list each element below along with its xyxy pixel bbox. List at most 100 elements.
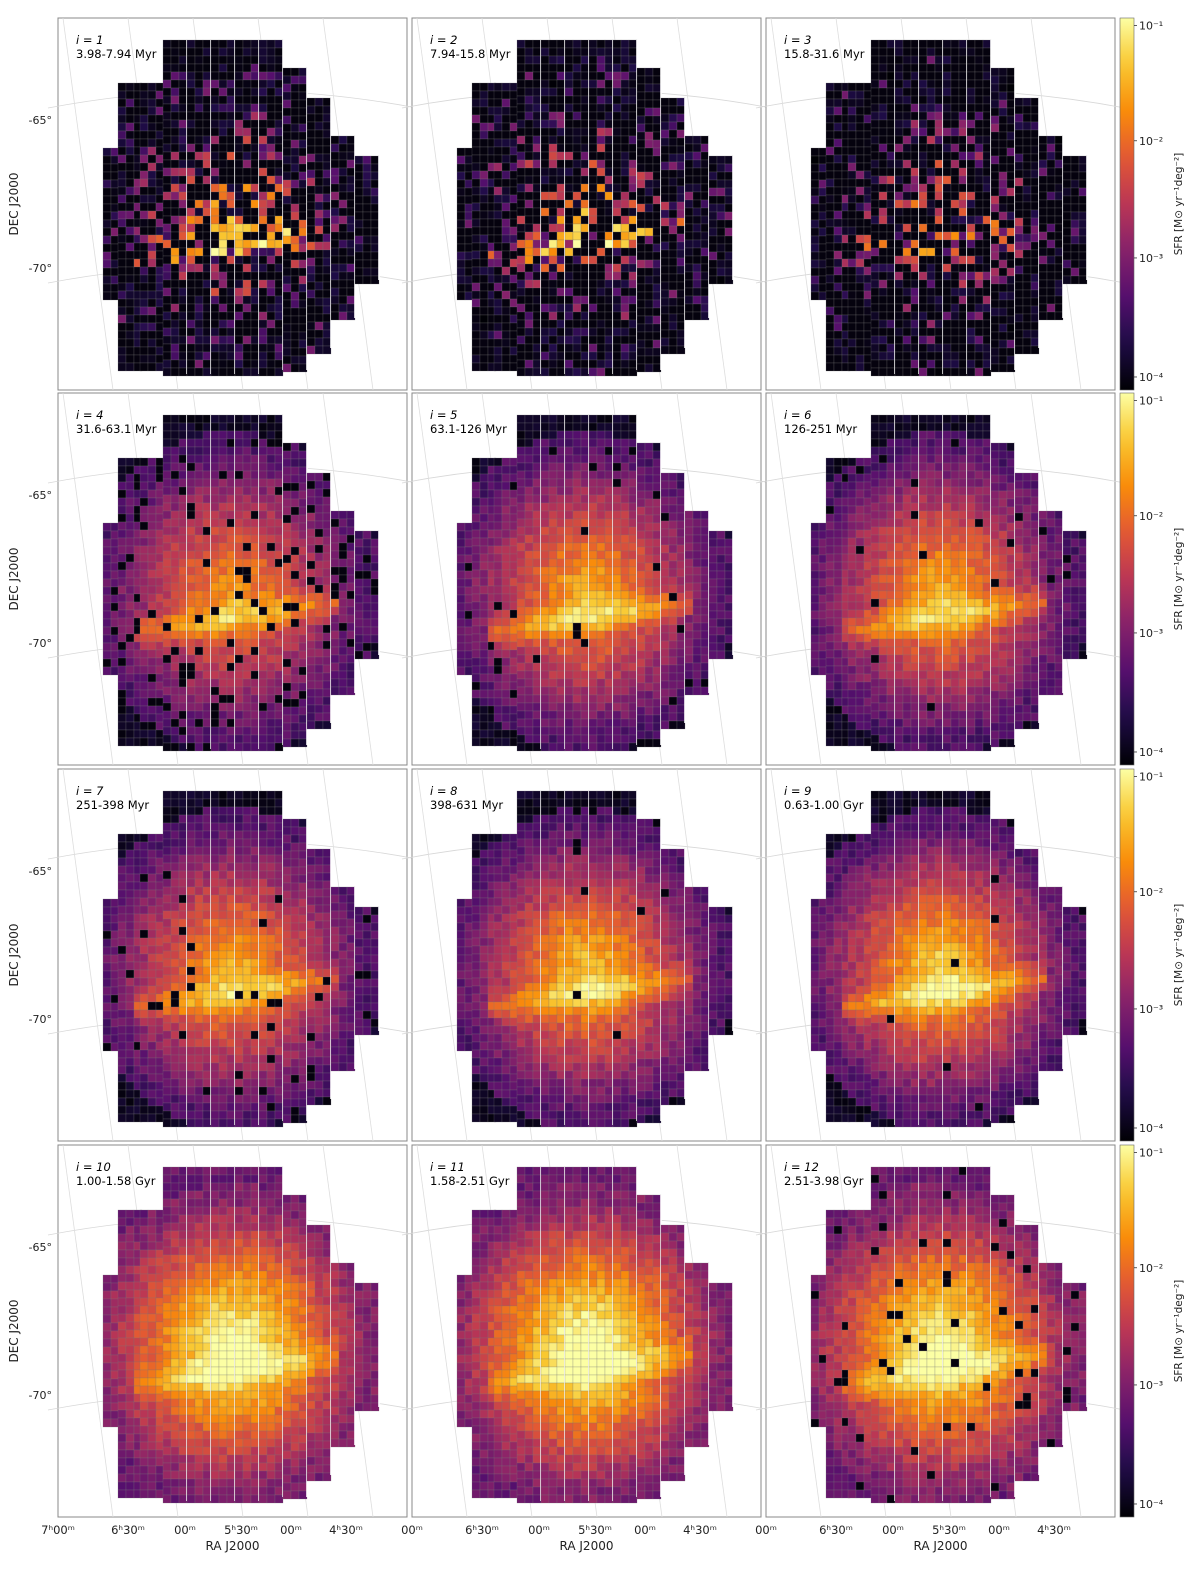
heatmap-cell — [186, 462, 196, 472]
heatmap-cell — [117, 681, 127, 691]
heatmap-cell — [918, 159, 928, 169]
heatmap-cell — [516, 295, 526, 305]
heatmap-cell — [660, 297, 670, 307]
heatmap-cell — [274, 71, 284, 81]
heatmap-cell — [825, 282, 835, 292]
heatmap-cell — [1070, 179, 1080, 189]
heatmap-cell — [572, 287, 582, 297]
heatmap-cell — [298, 187, 308, 197]
heatmap-cell — [147, 681, 157, 691]
heatmap-cell — [612, 79, 622, 89]
heatmap-cell — [847, 202, 857, 212]
heatmap-cell — [612, 127, 622, 137]
heatmap-cell — [548, 47, 558, 57]
heatmap-cell — [186, 239, 196, 249]
heatmap-cell — [155, 505, 165, 515]
heatmap-cell — [258, 702, 268, 712]
heatmap-cell — [479, 114, 489, 124]
heatmap-cell — [825, 202, 835, 212]
heatmap-cell — [125, 146, 135, 156]
heatmap-cell — [1014, 209, 1024, 219]
heatmap-cell — [147, 194, 157, 204]
heatmap-cell — [668, 257, 678, 267]
heatmap-cell — [234, 199, 244, 209]
heatmap-cell — [258, 359, 268, 369]
heatmap-cell — [644, 347, 654, 357]
heatmap-cell — [274, 502, 284, 512]
heatmap-cell — [942, 319, 952, 329]
heatmap-cell — [942, 167, 952, 177]
heatmap-cell — [708, 267, 718, 277]
heatmap-cell — [708, 275, 718, 285]
heatmap-cell — [314, 512, 324, 522]
heatmap-cell — [250, 327, 260, 337]
heatmap-cell — [147, 130, 157, 140]
heatmap-cell — [202, 143, 212, 153]
heatmap-cell — [934, 271, 944, 281]
heatmap-cell — [290, 203, 300, 213]
heatmap-cell — [596, 191, 606, 201]
heatmap-cell — [926, 135, 936, 145]
heatmap-cell — [509, 258, 519, 268]
heatmap-cell — [878, 95, 888, 105]
heatmap-cell — [250, 135, 260, 145]
heatmap-cell — [540, 143, 550, 153]
heatmap-cell — [588, 95, 598, 105]
heatmap-cell — [564, 303, 574, 313]
heatmap-cell — [620, 303, 630, 313]
heatmap-cell — [942, 151, 952, 161]
heatmap-cell — [139, 513, 149, 523]
heatmap-cell — [636, 171, 646, 181]
heatmap-cell — [226, 638, 236, 648]
heatmap-cell — [290, 634, 300, 644]
heatmap-cell — [588, 247, 598, 257]
heatmap-cell — [612, 111, 622, 121]
heatmap-cell — [250, 71, 260, 81]
heatmap-cell — [210, 111, 220, 121]
heatmap-cell — [155, 473, 165, 483]
heatmap-cell — [1062, 227, 1072, 237]
heatmap-cell — [338, 598, 348, 608]
heatmap-cell — [855, 98, 865, 108]
heatmap-cell — [501, 282, 511, 292]
heatmap-cell — [934, 103, 944, 113]
heatmap-cell — [493, 106, 503, 116]
heatmap-cell — [660, 129, 670, 139]
heatmap-cell — [636, 275, 646, 285]
heatmap-cell — [509, 290, 519, 300]
heatmap-cell — [186, 422, 196, 432]
heatmap-cell — [668, 161, 678, 171]
heatmap-cell — [934, 239, 944, 249]
heatmap-cell — [330, 646, 340, 656]
heatmap-cell — [139, 234, 149, 244]
heatmap-cell — [524, 151, 534, 161]
heatmap-cell — [863, 202, 873, 212]
heatmap-cell — [170, 502, 180, 512]
heatmap-cell — [532, 135, 542, 145]
heatmap-cell — [1030, 233, 1040, 243]
heatmap-cell — [652, 219, 662, 229]
heatmap-cell — [974, 191, 984, 201]
heatmap-cell — [186, 638, 196, 648]
heatmap-cell — [306, 217, 316, 227]
heatmap-cell — [125, 338, 135, 348]
heatmap-cell — [1038, 247, 1048, 257]
heatmap-cell — [509, 242, 519, 252]
heatmap-cell — [194, 414, 204, 424]
heatmap-cell — [644, 187, 654, 197]
heatmap-cell — [596, 183, 606, 193]
heatmap-cell — [509, 202, 519, 212]
heatmap-cell — [178, 135, 188, 145]
heatmap-cell — [155, 537, 165, 547]
panel-age-label: 15.8-31.6 Myr — [784, 47, 865, 61]
heatmap-cell — [863, 234, 873, 244]
heatmap-cell — [250, 263, 260, 273]
heatmap-cell — [274, 159, 284, 169]
heatmap-cell — [186, 223, 196, 233]
heatmap-cell — [628, 319, 638, 329]
heatmap-cell — [950, 279, 960, 289]
heatmap-cell — [110, 578, 120, 588]
heatmap-cell — [604, 151, 614, 161]
heatmap-cell — [194, 678, 204, 688]
heatmap-cell — [998, 91, 1008, 101]
